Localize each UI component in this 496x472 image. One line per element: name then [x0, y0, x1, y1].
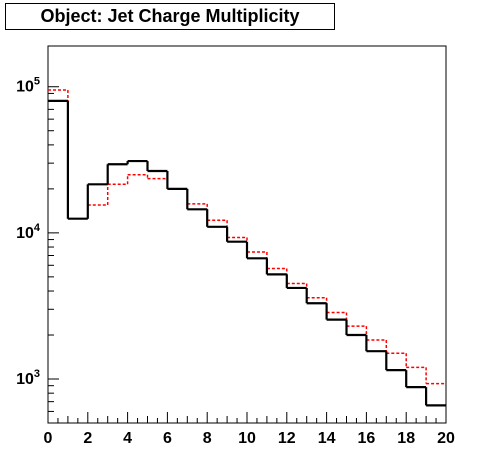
x-tick-label: 16	[358, 430, 376, 447]
chart-title: Object: Jet Charge Multiplicity	[40, 6, 300, 26]
x-tick-label: 18	[397, 430, 415, 447]
series-black-solid	[48, 99, 446, 407]
x-tick-label: 12	[278, 430, 296, 447]
series-layer	[48, 89, 446, 407]
chart-title-box: Object: Jet Charge Multiplicity	[5, 3, 335, 30]
x-tick-label: 2	[83, 430, 92, 447]
x-tick-label: 8	[203, 430, 212, 447]
y-tick-label: 103	[16, 368, 40, 388]
x-tick-label: 14	[318, 430, 336, 447]
y-tick-label: 105	[16, 76, 40, 96]
plot-frame	[47, 45, 447, 424]
x-tick-label: 0	[44, 430, 53, 447]
x-tick-label: 4	[123, 430, 132, 447]
x-tick-label: 20	[437, 430, 455, 447]
x-tick-label: 10	[238, 430, 256, 447]
x-tick-label: 6	[163, 430, 172, 447]
y-tick-label: 104	[16, 222, 41, 242]
axis-layer: 0 2 4 6 8 10 12 14 16 18 20 103 104 105	[16, 76, 455, 447]
